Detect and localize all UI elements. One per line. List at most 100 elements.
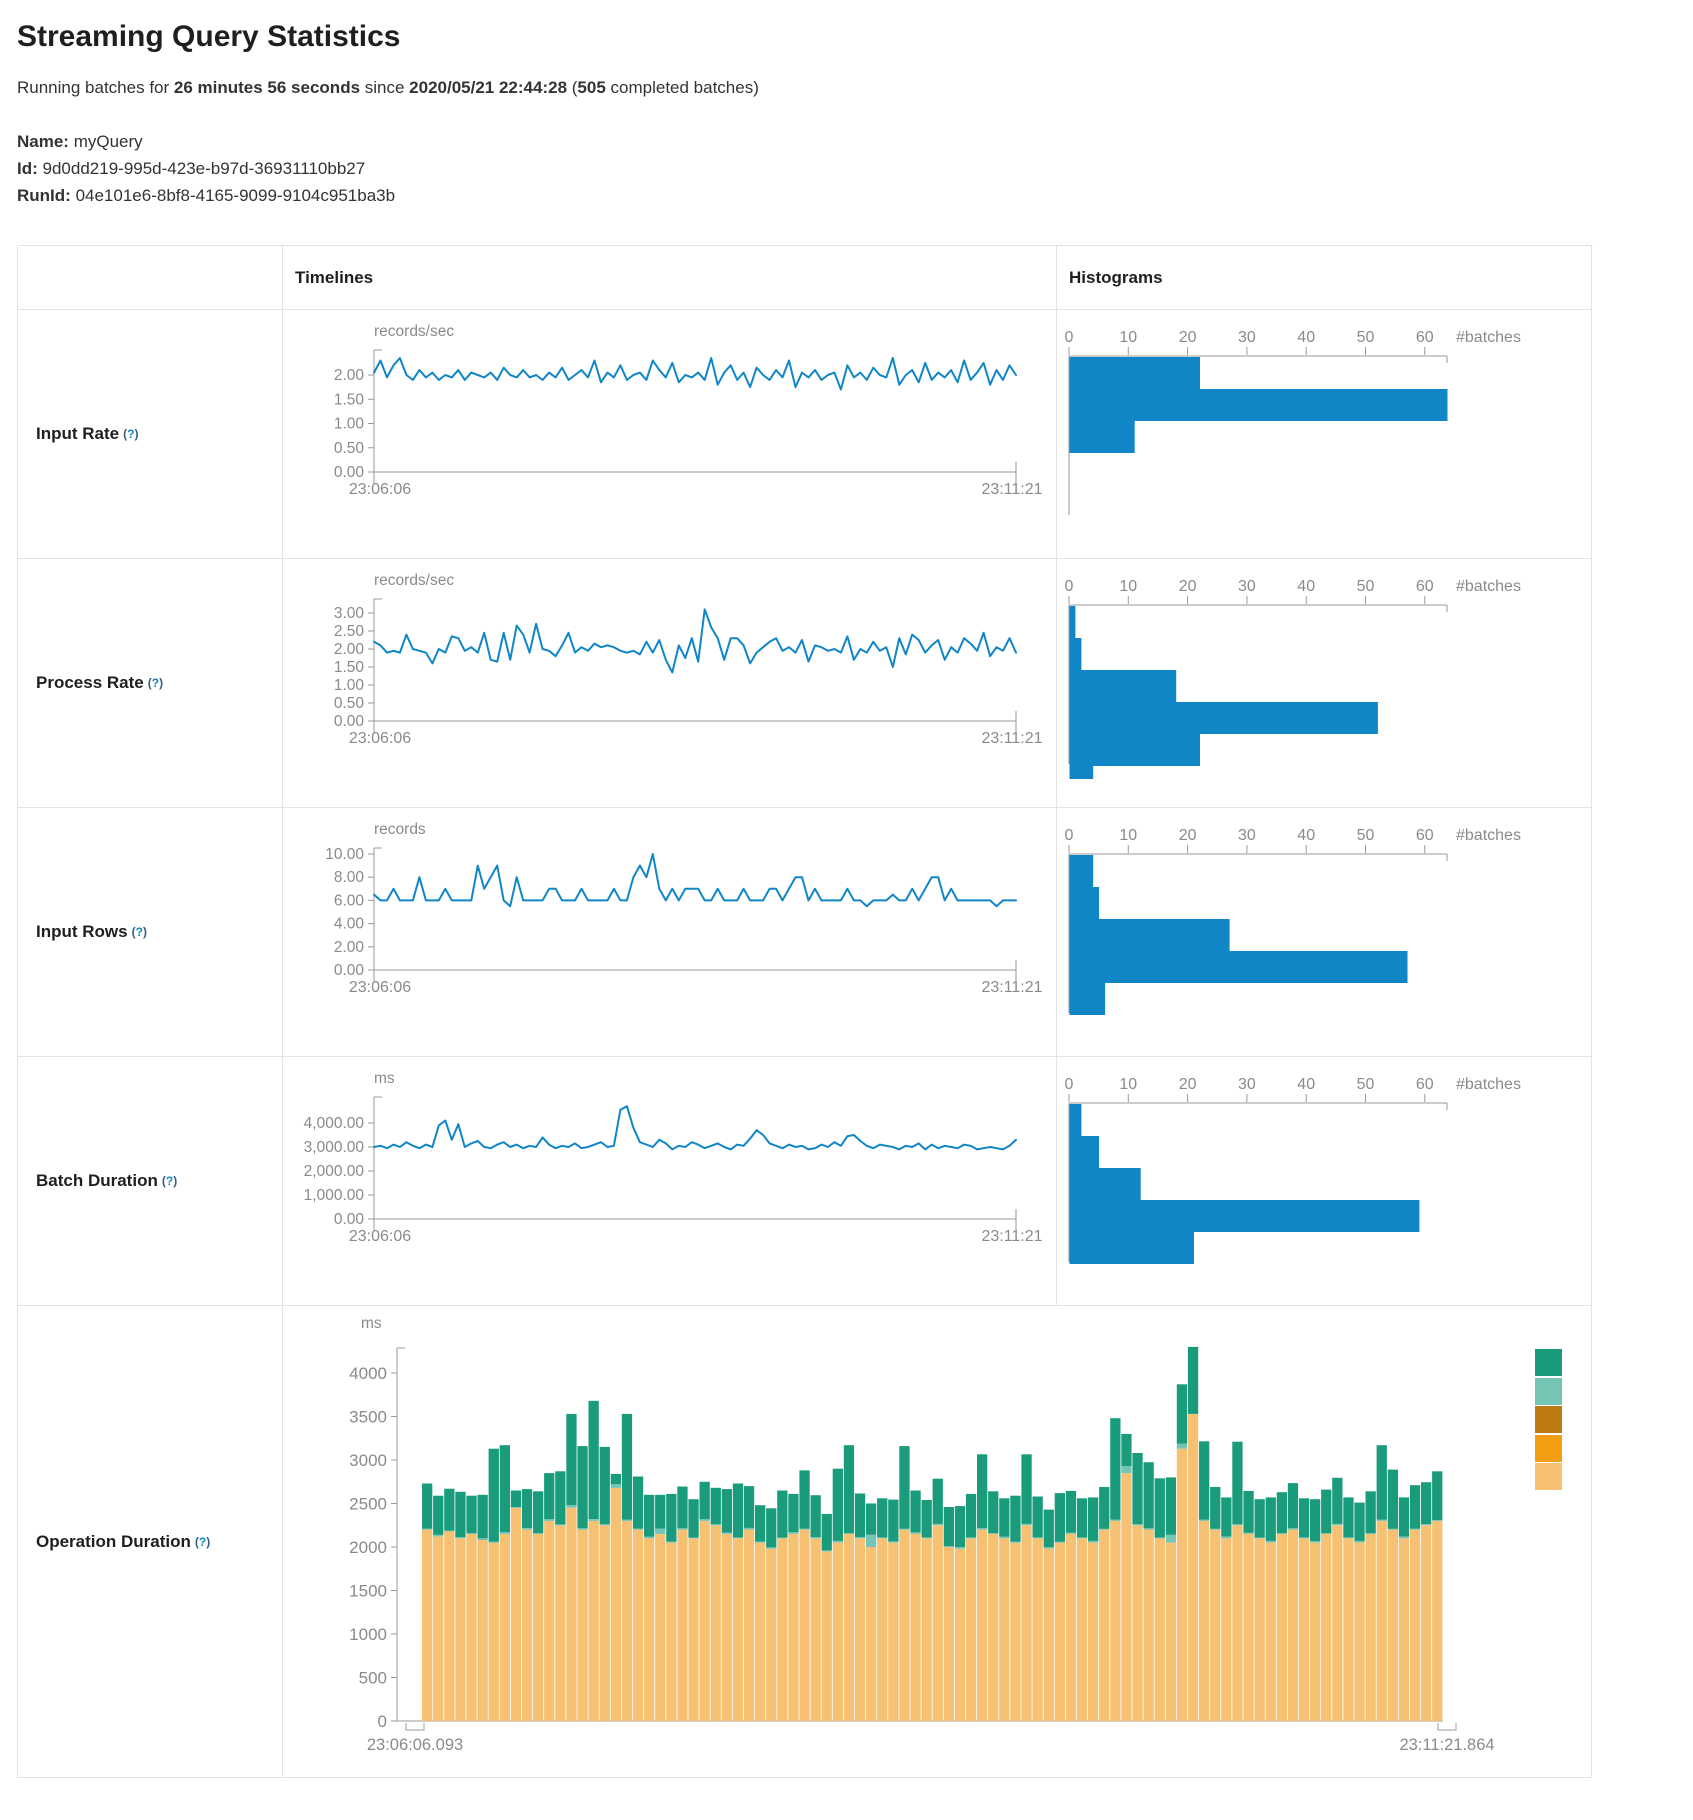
help-icon[interactable]: (?) <box>194 1534 211 1549</box>
svg-text:23:06:06: 23:06:06 <box>349 730 411 747</box>
help-icon[interactable]: (?) <box>161 1174 178 1188</box>
row-label-input-rate: Input Rate (?) <box>18 310 283 559</box>
statistics-table: Timelines Histograms Input Rate (?) reco… <box>17 245 1593 1778</box>
query-runid-line: RunId: 04e101e6-8bf8-4165-9099-9104c951b… <box>17 182 1676 209</box>
svg-text:6.00: 6.00 <box>334 892 365 909</box>
svg-text:30: 30 <box>1238 329 1256 346</box>
name-label: Name: <box>17 132 69 151</box>
svg-text:30: 30 <box>1238 578 1256 595</box>
svg-text:23:11:21: 23:11:21 <box>981 481 1042 498</box>
svg-text:10: 10 <box>1119 329 1137 346</box>
process-rate-histogram-cell: 0 10 20 30 40 50 60 #batches <box>1057 559 1592 808</box>
column-header-timelines: Timelines <box>283 246 1057 310</box>
operation-duration-stacked-chart: ms 0 500 1000 1500 2000 2500 3000 3500 4000 23:06:… <box>349 1315 1562 1754</box>
svg-text:500: 500 <box>359 1669 387 1688</box>
row-label-input-rows: Input Rows (?) <box>18 808 283 1057</box>
input-rate-histogram-chart: 0 10 20 30 40 50 60 #batches <box>1065 329 1521 515</box>
svg-text:60: 60 <box>1416 578 1434 595</box>
row-label-text: Input Rows <box>36 922 128 941</box>
svg-text:40: 40 <box>1297 827 1315 844</box>
legend-swatch-5 <box>1535 1463 1562 1490</box>
input-rate-histogram-cell: 0 10 20 30 40 50 60 #batches <box>1057 310 1592 559</box>
svg-text:2.00: 2.00 <box>334 641 365 658</box>
svg-text:23:11:21: 23:11:21 <box>981 730 1042 747</box>
svg-text:10: 10 <box>1119 578 1137 595</box>
svg-text:23:11:21: 23:11:21 <box>981 1228 1042 1245</box>
summary-text: Running batches for <box>17 78 174 97</box>
svg-text:records/sec: records/sec <box>374 323 454 340</box>
row-label-text: Batch Duration <box>36 1171 158 1190</box>
svg-text:0.50: 0.50 <box>334 440 365 457</box>
svg-text:2.50: 2.50 <box>334 623 365 640</box>
svg-text:60: 60 <box>1416 1076 1434 1093</box>
svg-text:2000: 2000 <box>349 1538 387 1557</box>
running-batches-summary: Running batches for 26 minutes 56 second… <box>17 78 1676 98</box>
svg-text:4000: 4000 <box>349 1364 387 1383</box>
svg-text:4.00: 4.00 <box>334 916 365 933</box>
svg-text:23:06:06: 23:06:06 <box>349 979 411 996</box>
input-rows-timeline-chart: records 0.00 2.00 4.00 6.00 8.00 10.00 23:06:06… <box>325 821 1042 996</box>
svg-text:10.00: 10.00 <box>325 846 364 863</box>
process-rate-timeline-cell: records/sec 0.00 0.50 1.00 1.50 2.00 2.50 3.00 2… <box>283 559 1057 808</box>
svg-text:20: 20 <box>1179 1076 1197 1093</box>
svg-text:20: 20 <box>1179 578 1197 595</box>
help-icon[interactable]: (?) <box>123 427 139 441</box>
input-rate-timeline-cell: records/sec 0.00 0.50 1.00 1.50 2.00 23:06:06 2… <box>283 310 1057 559</box>
summary-text: completed batches) <box>605 78 759 97</box>
help-icon[interactable]: (?) <box>147 676 164 690</box>
query-id-line: Id: 9d0dd219-995d-423e-b97d-36931110bb27 <box>17 155 1676 182</box>
svg-text:0: 0 <box>1065 578 1074 595</box>
input-rate-timeline-chart: records/sec 0.00 0.50 1.00 1.50 2.00 23:06:06 2… <box>334 323 1043 498</box>
page-title: Streaming Query Statistics <box>17 20 401 53</box>
svg-text:ms: ms <box>374 1070 395 1087</box>
row-label-operation-duration: Operation Duration (?) <box>18 1306 283 1778</box>
svg-text:30: 30 <box>1238 1076 1256 1093</box>
id-value: 9d0dd219-995d-423e-b97d-36931110bb27 <box>42 159 366 178</box>
svg-text:8.00: 8.00 <box>334 869 365 886</box>
row-label-text: Process Rate <box>36 673 144 692</box>
input-rows-histogram-chart: 0 10 20 30 40 50 60 #batches <box>1065 827 1521 1015</box>
svg-text:50: 50 <box>1357 827 1375 844</box>
query-metadata: Name: myQuery Id: 9d0dd219-995d-423e-b97… <box>17 128 1676 209</box>
svg-text:0: 0 <box>1065 329 1074 346</box>
svg-text:50: 50 <box>1357 578 1375 595</box>
start-timestamp: 2020/05/21 22:44:28 <box>409 78 568 97</box>
svg-text:10: 10 <box>1119 827 1137 844</box>
batch-duration-histogram-cell: 0 10 20 30 40 50 60 #batches <box>1057 1057 1592 1306</box>
legend-swatch-3 <box>1535 1406 1562 1433</box>
svg-text:23:11:21.864: 23:11:21.864 <box>1399 1736 1494 1754</box>
summary-text: since <box>360 78 410 97</box>
process-rate-timeline-chart: records/sec 0.000.501.001.502.002.503.00 2… <box>334 572 1043 747</box>
svg-text:2500: 2500 <box>349 1495 387 1514</box>
svg-text:1000: 1000 <box>349 1625 387 1644</box>
legend-swatch-4 <box>1535 1435 1562 1462</box>
name-value: myQuery <box>73 132 143 151</box>
runid-label: RunId: <box>17 186 71 205</box>
row-label-batch-duration: Batch Duration (?) <box>18 1057 283 1306</box>
svg-text:1.50: 1.50 <box>334 659 365 676</box>
svg-text:23:06:06: 23:06:06 <box>349 1228 411 1245</box>
svg-text:40: 40 <box>1297 578 1315 595</box>
svg-text:0.00: 0.00 <box>334 464 365 481</box>
svg-text:1,000.00: 1,000.00 <box>304 1187 365 1204</box>
svg-text:20: 20 <box>1179 827 1197 844</box>
svg-text:3000: 3000 <box>349 1451 387 1470</box>
svg-text:0.00: 0.00 <box>334 713 365 730</box>
svg-text:1.00: 1.00 <box>334 416 365 433</box>
svg-text:2.00: 2.00 <box>334 367 365 384</box>
svg-text:#batches: #batches <box>1456 827 1521 844</box>
batch-duration-timeline-chart: ms 0.00 1,000.00 2,000.00 3,000.00 4,000.00 23… <box>304 1070 1043 1245</box>
svg-text:1.50: 1.50 <box>334 391 365 408</box>
header-empty-cell <box>18 246 283 310</box>
svg-text:2.00: 2.00 <box>334 939 365 956</box>
svg-text:40: 40 <box>1297 329 1315 346</box>
svg-text:records: records <box>374 821 426 838</box>
svg-text:0: 0 <box>378 1712 387 1731</box>
svg-text:40: 40 <box>1297 1076 1315 1093</box>
runid-value: 04e101e6-8bf8-4165-9099-9104c951ba3b <box>75 186 396 205</box>
help-icon[interactable]: (?) <box>131 925 147 939</box>
svg-text:0.00: 0.00 <box>334 962 365 979</box>
svg-text:3500: 3500 <box>349 1408 387 1427</box>
svg-text:60: 60 <box>1416 329 1434 346</box>
